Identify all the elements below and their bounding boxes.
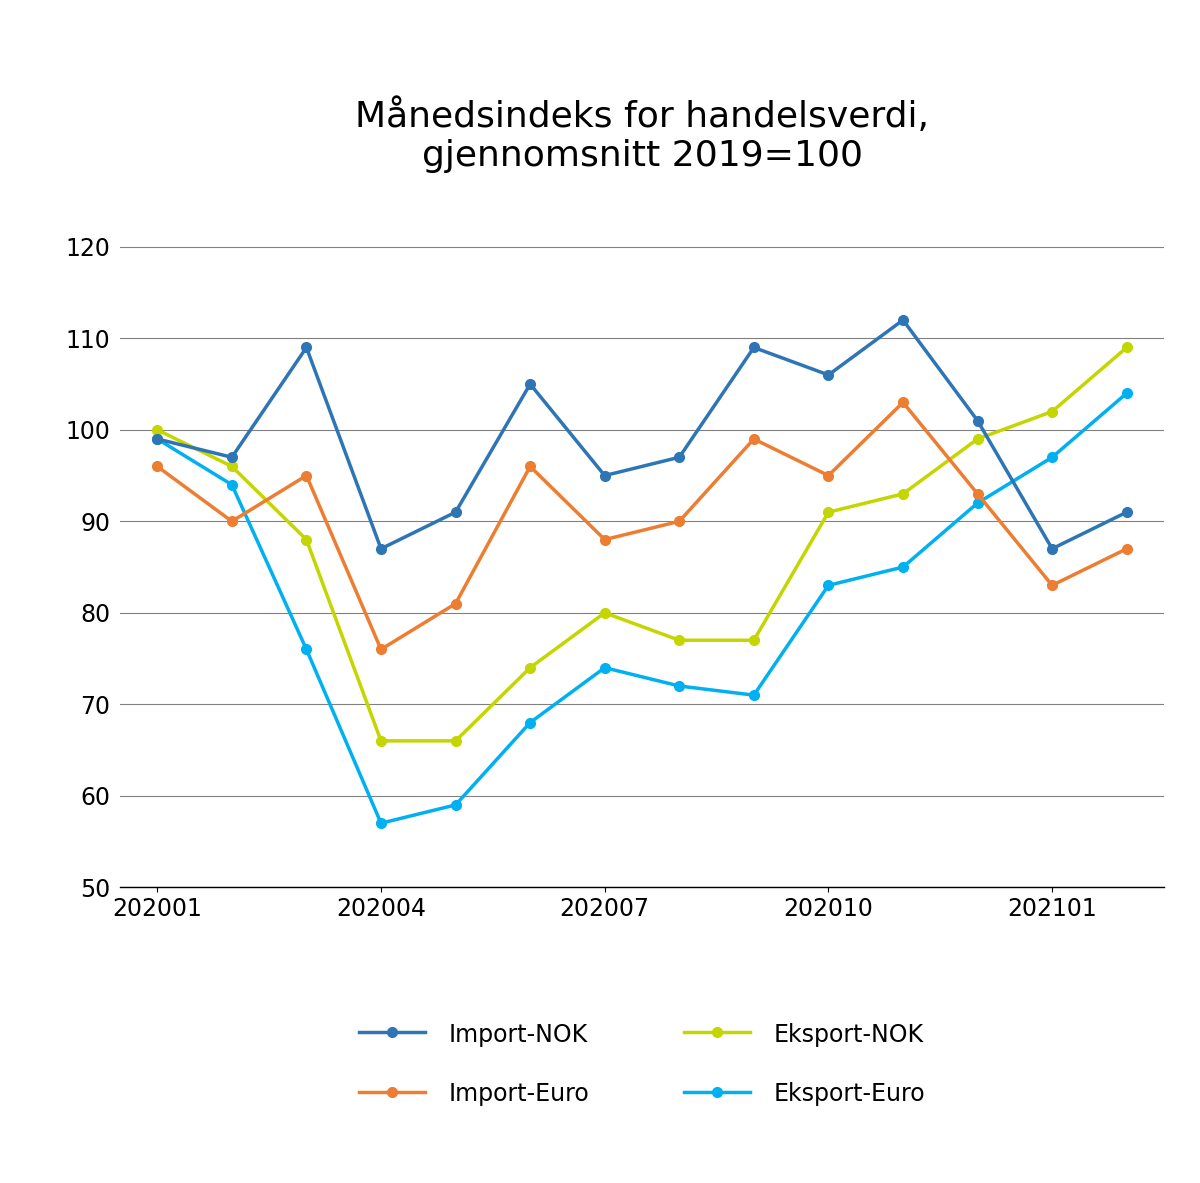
Import-Euro [895, 395, 911, 409]
Import-Euro [523, 459, 538, 473]
Eksport-Euro [449, 797, 463, 812]
Eksport-NOK [374, 733, 389, 748]
Eksport-NOK [672, 633, 686, 647]
Import-NOK [598, 468, 612, 483]
Eksport-NOK [299, 532, 313, 547]
Import-NOK [224, 451, 239, 465]
Eksport-NOK [150, 422, 164, 437]
Import-NOK [1120, 505, 1134, 519]
Import-NOK [374, 542, 389, 556]
Eksport-NOK [224, 459, 239, 473]
Import-NOK [449, 505, 463, 519]
Eksport-Euro [971, 496, 985, 510]
Line: Eksport-NOK: Eksport-NOK [152, 343, 1132, 745]
Eksport-NOK [598, 606, 612, 620]
Eksport-Euro [150, 432, 164, 446]
Title: Månedsindeks for handelsverdi,
gjennomsnitt 2019=100: Månedsindeks for handelsverdi, gjennomsn… [355, 98, 929, 174]
Eksport-Euro [895, 560, 911, 574]
Import-Euro [1045, 578, 1060, 593]
Import-NOK [299, 341, 313, 355]
Eksport-Euro [598, 660, 612, 674]
Eksport-Euro [672, 679, 686, 693]
Eksport-Euro [523, 716, 538, 730]
Eksport-NOK [895, 486, 911, 500]
Eksport-NOK [449, 733, 463, 748]
Eksport-Euro [299, 642, 313, 657]
Eksport-NOK [1045, 405, 1060, 419]
Import-NOK [150, 432, 164, 446]
Eksport-NOK [746, 633, 761, 647]
Line: Import-NOK: Import-NOK [152, 315, 1132, 554]
Import-Euro [224, 515, 239, 529]
Import-Euro [1120, 542, 1134, 556]
Legend: Import-NOK, Import-Euro, Eksport-NOK, Eksport-Euro: Import-NOK, Import-Euro, Eksport-NOK, Ek… [359, 1022, 925, 1106]
Import-NOK [895, 313, 911, 328]
Import-Euro [672, 515, 686, 529]
Import-NOK [1045, 542, 1060, 556]
Import-Euro [150, 459, 164, 473]
Import-NOK [523, 377, 538, 392]
Eksport-Euro [1120, 386, 1134, 400]
Eksport-NOK [523, 660, 538, 674]
Eksport-Euro [821, 578, 835, 593]
Eksport-NOK [1120, 341, 1134, 355]
Import-Euro [449, 596, 463, 610]
Import-NOK [672, 451, 686, 465]
Import-Euro [299, 468, 313, 483]
Line: Import-Euro: Import-Euro [152, 397, 1132, 654]
Eksport-NOK [821, 505, 835, 519]
Eksport-NOK [971, 432, 985, 446]
Import-Euro [374, 642, 389, 657]
Import-Euro [971, 486, 985, 500]
Import-NOK [746, 341, 761, 355]
Import-NOK [971, 414, 985, 428]
Line: Eksport-Euro: Eksport-Euro [152, 388, 1132, 828]
Import-NOK [821, 368, 835, 382]
Import-Euro [746, 432, 761, 446]
Eksport-Euro [1045, 451, 1060, 465]
Import-Euro [821, 468, 835, 483]
Eksport-Euro [746, 689, 761, 703]
Eksport-Euro [374, 816, 389, 830]
Import-Euro [598, 532, 612, 547]
Eksport-Euro [224, 478, 239, 492]
